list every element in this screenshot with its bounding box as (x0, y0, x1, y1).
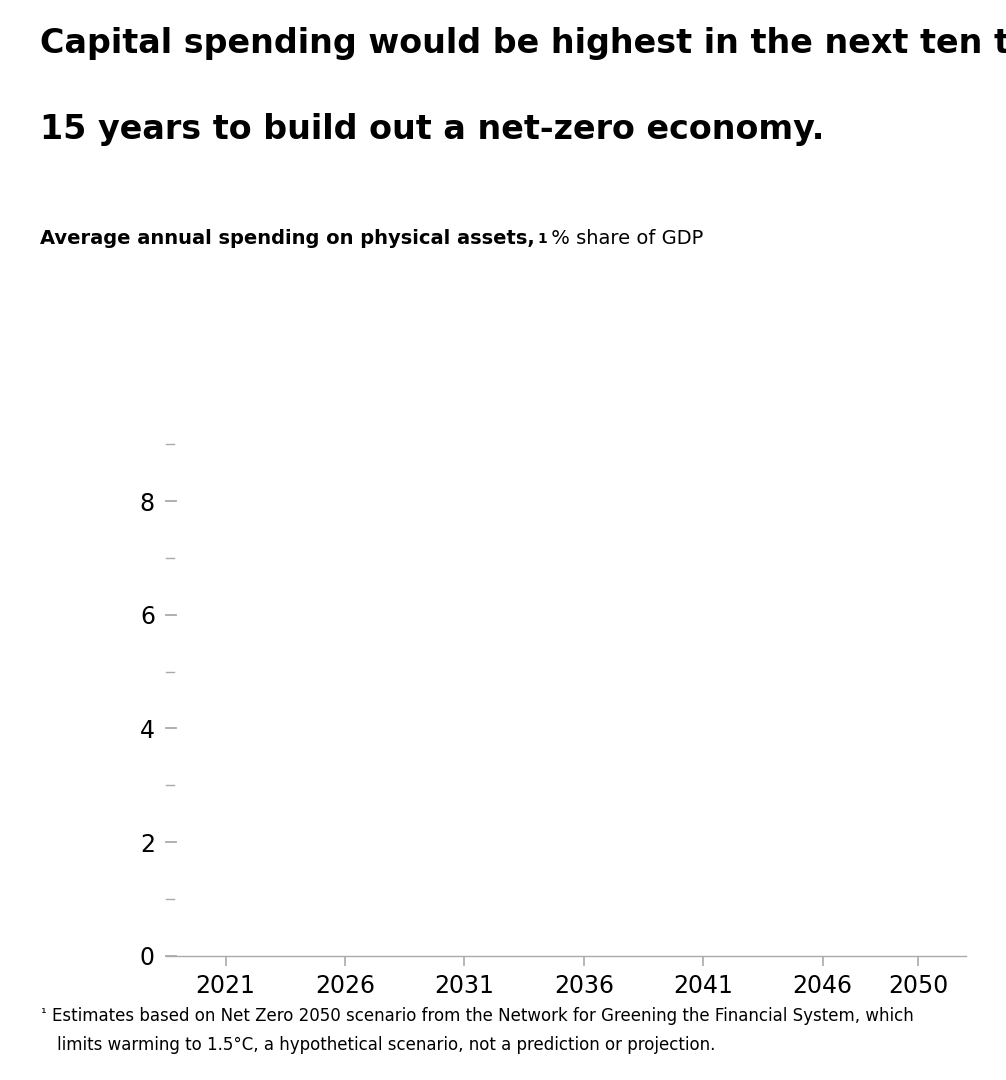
Text: 1: 1 (537, 232, 546, 246)
Text: ¹: ¹ (40, 1007, 46, 1021)
Text: Average annual spending on physical assets,: Average annual spending on physical asse… (40, 229, 535, 248)
Text: Capital spending would be highest in the next ten to: Capital spending would be highest in the… (40, 27, 1006, 60)
Text: % share of GDP: % share of GDP (545, 229, 703, 248)
Text: 15 years to build out a net-zero economy.: 15 years to build out a net-zero economy… (40, 113, 825, 147)
Text: limits warming to 1.5°C, a hypothetical scenario, not a prediction or projection: limits warming to 1.5°C, a hypothetical … (57, 1036, 715, 1054)
Text: Estimates based on Net Zero 2050 scenario from the Network for Greening the Fina: Estimates based on Net Zero 2050 scenari… (52, 1007, 914, 1025)
